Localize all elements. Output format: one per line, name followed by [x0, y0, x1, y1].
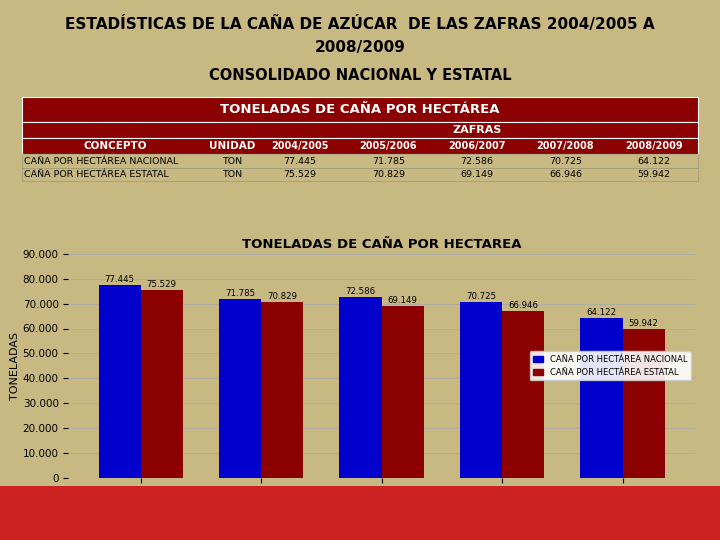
Text: ZAFRAS: ZAFRAS: [452, 125, 502, 135]
Text: UNIDAD: UNIDAD: [209, 141, 256, 151]
Bar: [22, 97, 698, 122]
Text: 2004/2005: 2004/2005: [271, 141, 328, 151]
Text: 77.445: 77.445: [284, 157, 316, 166]
Text: 75.529: 75.529: [284, 170, 316, 179]
Text: CAÑA POR HECTÁREA ESTATAL: CAÑA POR HECTÁREA ESTATAL: [24, 170, 169, 179]
Text: CONSOLIDADO NACIONAL Y ESTATAL: CONSOLIDADO NACIONAL Y ESTATAL: [209, 68, 511, 83]
Text: 71.785: 71.785: [225, 289, 255, 298]
Text: 64.122: 64.122: [638, 157, 670, 166]
Title: TONELADAS DE CAÑA POR HECTAREA: TONELADAS DE CAÑA POR HECTAREA: [242, 238, 521, 251]
Text: 2006/2007: 2006/2007: [449, 141, 505, 151]
Bar: [0, 486, 720, 540]
Text: 71.785: 71.785: [372, 157, 405, 166]
Text: 70.829: 70.829: [372, 170, 405, 179]
X-axis label: ZAFRA: ZAFRA: [364, 503, 400, 513]
Y-axis label: TONELADAS: TONELADAS: [10, 332, 20, 400]
Bar: [22, 138, 698, 154]
Text: 66.946: 66.946: [508, 301, 538, 310]
Text: TONELADAS DE CAÑA POR HECTÁREA: TONELADAS DE CAÑA POR HECTÁREA: [220, 103, 500, 116]
Text: CONCEPTO: CONCEPTO: [84, 141, 147, 151]
Bar: [22, 168, 698, 181]
Bar: [22, 154, 698, 168]
Text: 70.725: 70.725: [466, 292, 496, 301]
Text: 75.529: 75.529: [147, 280, 176, 289]
Text: 2005/2006: 2005/2006: [360, 141, 417, 151]
Text: CAÑA POR HECTÁREA NACIONAL: CAÑA POR HECTÁREA NACIONAL: [24, 157, 179, 166]
Text: 59.942: 59.942: [629, 319, 659, 328]
Bar: [22, 122, 698, 138]
Text: TON: TON: [222, 170, 242, 179]
Text: 72.586: 72.586: [461, 157, 493, 166]
Text: 2008/2009: 2008/2009: [315, 40, 405, 55]
Text: 70.829: 70.829: [267, 292, 297, 301]
Bar: [580, 318, 623, 478]
Bar: [623, 329, 665, 478]
Text: 77.445: 77.445: [104, 275, 135, 284]
Bar: [261, 301, 303, 478]
Legend: CAÑA POR HECTÁREA NACIONAL, CAÑA POR HECTÁREA ESTATAL: CAÑA POR HECTÁREA NACIONAL, CAÑA POR HEC…: [530, 352, 690, 380]
Text: ESTADÍSTICAS DE LA CAÑA DE AZÚCAR  DE LAS ZAFRAS 2004/2005 A: ESTADÍSTICAS DE LA CAÑA DE AZÚCAR DE LAS…: [66, 16, 654, 32]
Text: 72.586: 72.586: [346, 287, 376, 296]
Bar: [140, 290, 183, 478]
Bar: [502, 311, 544, 478]
Bar: [382, 306, 424, 478]
Text: 64.122: 64.122: [586, 308, 616, 317]
Text: 66.946: 66.946: [549, 170, 582, 179]
Text: 59.942: 59.942: [638, 170, 670, 179]
Bar: [219, 299, 261, 478]
Text: 70.725: 70.725: [549, 157, 582, 166]
Bar: [99, 285, 140, 478]
Text: 69.149: 69.149: [388, 296, 418, 305]
Bar: [460, 302, 502, 478]
Text: 2007/2008: 2007/2008: [536, 141, 595, 151]
Text: TON: TON: [222, 157, 242, 166]
Bar: [339, 297, 382, 478]
Text: 2008/2009: 2008/2009: [625, 141, 683, 151]
Text: 69.149: 69.149: [461, 170, 493, 179]
